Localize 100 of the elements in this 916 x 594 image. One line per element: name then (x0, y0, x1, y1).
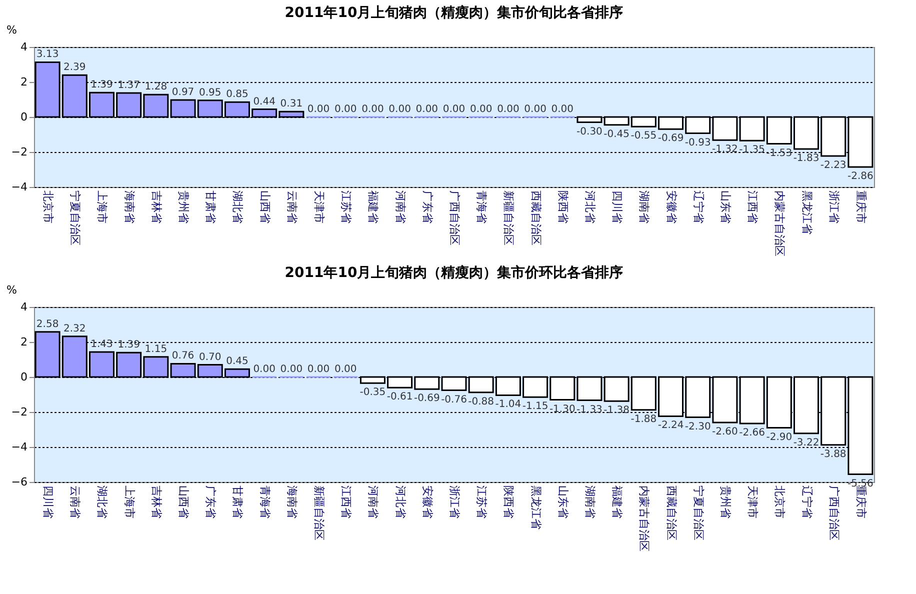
data-label: -2.60 (712, 426, 738, 438)
x-tick-label: 贵州省 (177, 190, 190, 224)
x-tick-label: 甘肃省 (204, 190, 218, 224)
x-tick-label: 青海省 (258, 486, 272, 518)
data-label: 0.70 (198, 352, 222, 363)
data-label: -1.35 (739, 144, 765, 156)
x-tick-label: 江苏省 (475, 486, 488, 518)
x-tick-label: 山西省 (177, 486, 190, 518)
data-label: 0.00 (551, 104, 574, 115)
y-tick-label: −4 (11, 440, 28, 454)
y-tick-label: 4 (20, 300, 28, 314)
y-tick-label: 2 (20, 336, 28, 348)
data-label: 0.45 (226, 356, 248, 368)
data-label: 0.00 (307, 104, 330, 115)
data-label: -1.32 (712, 144, 738, 156)
x-tick-label: 湖北省 (231, 190, 244, 224)
y-tick-label: −6 (11, 476, 28, 488)
x-tick-label: 广东省 (204, 486, 218, 518)
data-label: -2.30 (684, 421, 711, 432)
data-label: 0.00 (416, 104, 438, 115)
x-tick-label: 湖南省 (638, 190, 651, 224)
data-label: -0.61 (386, 392, 413, 403)
x-tick-label: 河北省 (394, 486, 407, 518)
data-label: 0.00 (280, 364, 303, 375)
y-tick-label: 0 (20, 370, 28, 384)
data-label: -1.04 (495, 399, 522, 410)
data-label: 0.97 (172, 87, 194, 98)
x-tick-label: 北京市 (42, 190, 55, 224)
x-tick-label: 河南省 (366, 486, 380, 518)
data-label: 0.44 (253, 96, 276, 108)
x-tick-label: 湖南省 (583, 486, 596, 518)
data-label: -0.55 (630, 130, 657, 142)
data-label: 1.39 (90, 80, 113, 91)
x-tick-label: 海南省 (122, 190, 136, 224)
x-tick-label: 安徽省 (664, 190, 678, 224)
x-tick-label: 河北省 (583, 190, 596, 224)
data-label: -2.23 (820, 160, 846, 172)
data-label: 0.00 (388, 104, 411, 115)
x-tick-label: 西藏自治区 (529, 190, 542, 246)
data-label: 0.85 (226, 89, 248, 100)
data-label: 2.32 (64, 323, 86, 334)
x-tick-label: 河南省 (394, 190, 407, 224)
x-tick-label: 西藏自治区 (664, 486, 678, 540)
data-label: 2.39 (64, 62, 86, 74)
x-tick-label: 江西省 (746, 190, 760, 224)
data-label: -0.30 (576, 126, 602, 138)
data-label: 0.00 (524, 104, 546, 115)
data-label: -1.38 (604, 405, 630, 416)
data-label: -2.90 (766, 432, 792, 443)
x-tick-label: 新疆自治区 (312, 486, 326, 540)
data-label: -0.93 (684, 137, 711, 148)
data-label: -3.22 (793, 437, 820, 448)
y-tick-label: −2 (11, 146, 28, 158)
data-label: 2.58 (36, 318, 59, 330)
data-label: 1.28 (144, 82, 168, 93)
x-tick-label: 广西自治区 (827, 486, 840, 540)
x-tick-label: 辽宁省 (800, 486, 814, 518)
chart-title: 2011年10月上旬猪肉（精瘦肉）集市价环比各省排序 (284, 264, 624, 281)
data-label: -0.35 (360, 387, 386, 398)
x-tick-label: 重庆市 (854, 190, 868, 224)
x-tick-label: 广西自治区 (448, 190, 461, 246)
x-tick-label: 安徽省 (420, 486, 434, 518)
x-tick-label: 内蒙古自治区 (638, 486, 651, 552)
x-tick-label: 山西省 (258, 190, 272, 224)
data-label: -2.66 (739, 428, 765, 439)
x-tick-label: 陕西省 (502, 486, 516, 518)
x-tick-label: 辽宁省 (692, 190, 705, 224)
data-label: 0.00 (334, 104, 357, 115)
data-label: 3.13 (36, 49, 59, 60)
x-tick-label: 广东省 (420, 190, 434, 224)
y-tick-label: −4 (11, 180, 28, 194)
data-label: 0.95 (198, 87, 222, 98)
chart-title: 2011年10月上旬猪肉（精瘦肉）集市价旬比各省排序 (284, 4, 624, 21)
x-tick-label: 云南省 (285, 190, 298, 224)
x-tick-label: 天津市 (312, 190, 326, 224)
data-label: -2.24 (658, 420, 684, 432)
x-tick-label: 山东省 (556, 486, 570, 518)
data-label: -1.83 (793, 153, 820, 164)
data-label: -1.33 (576, 404, 602, 416)
x-tick-label: 上海市 (122, 486, 136, 518)
data-label: -0.45 (604, 128, 630, 140)
data-label: 1.15 (144, 344, 168, 355)
x-tick-label: 吉林省 (150, 486, 163, 518)
x-tick-label: 四川省 (42, 486, 55, 518)
x-tick-label: 陕西省 (556, 190, 570, 224)
x-tick-label: 湖北省 (96, 486, 109, 518)
data-label: -1.53 (766, 148, 792, 159)
y-axis-title: % (6, 284, 17, 296)
x-tick-label: 北京市 (773, 486, 786, 518)
data-label: 0.00 (307, 364, 330, 375)
x-tick-label: 浙江省 (827, 190, 840, 224)
x-tick-label: 黑龙江省 (800, 190, 814, 234)
data-label: 0.00 (334, 364, 357, 375)
data-label: -0.88 (468, 396, 494, 408)
x-tick-label: 浙江省 (448, 486, 461, 518)
x-tick-label: 海南省 (285, 486, 298, 518)
x-tick-label: 贵州省 (718, 486, 732, 518)
x-tick-label: 上海市 (96, 190, 109, 224)
y-tick-label: 0 (20, 110, 28, 124)
data-label: -0.76 (441, 394, 467, 406)
